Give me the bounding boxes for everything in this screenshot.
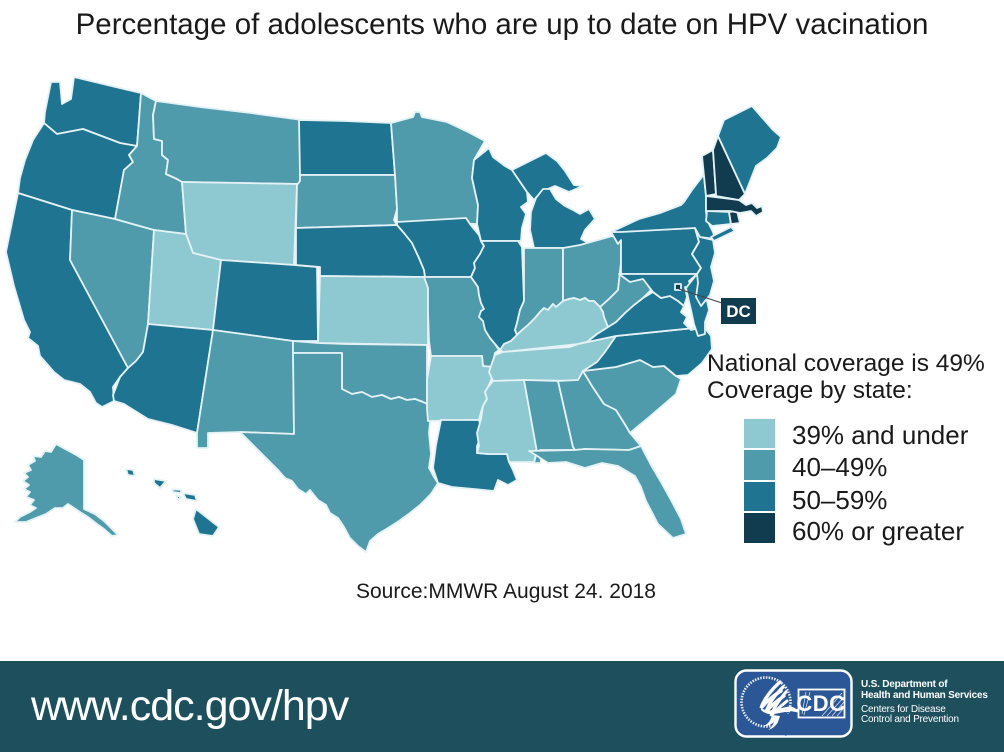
svg-text:CDC: CDC [796, 691, 845, 716]
svg-text:DC: DC [726, 302, 751, 321]
